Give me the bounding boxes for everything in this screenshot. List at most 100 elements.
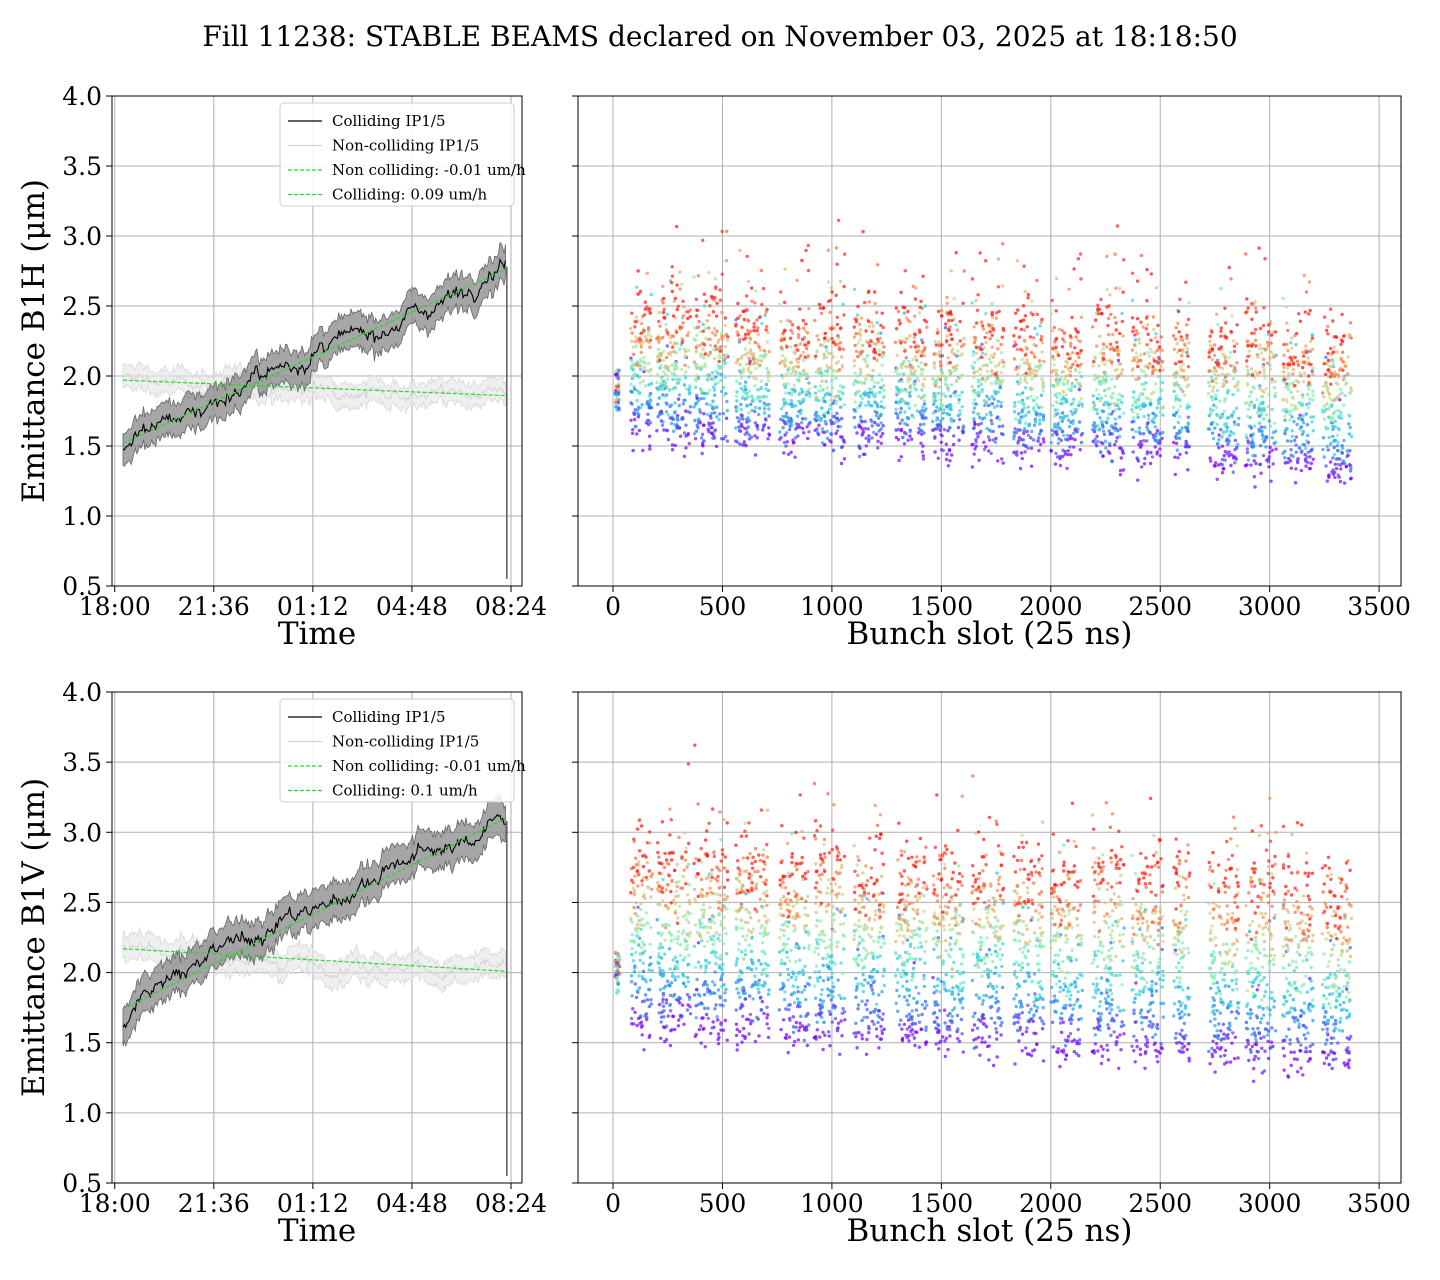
data-point	[1058, 463, 1063, 468]
data-point	[633, 912, 637, 916]
data-point	[616, 406, 621, 410]
data-point	[1292, 419, 1296, 424]
data-point	[798, 425, 802, 429]
data-point	[980, 351, 985, 355]
data-point	[700, 888, 704, 892]
data-point	[1268, 356, 1272, 360]
data-point	[835, 429, 840, 433]
data-point	[1024, 444, 1028, 448]
data-point	[894, 306, 898, 310]
data-point	[695, 366, 700, 370]
data-point	[1039, 320, 1043, 324]
data-point	[997, 424, 1001, 429]
data-point	[632, 889, 637, 893]
data-point	[1185, 323, 1189, 327]
data-point	[1252, 387, 1256, 391]
data-point	[877, 415, 881, 419]
data-point	[734, 322, 738, 326]
data-point	[670, 289, 674, 294]
data-point	[736, 406, 740, 410]
data-point	[743, 332, 748, 337]
data-point	[1217, 438, 1221, 442]
data-point	[944, 457, 949, 462]
data-point	[866, 341, 871, 345]
data-point	[748, 1012, 753, 1017]
data-point	[867, 434, 871, 438]
data-point	[676, 963, 680, 967]
data-point	[1245, 373, 1250, 378]
data-point	[1347, 422, 1351, 426]
data-point	[723, 345, 728, 349]
data-point	[1229, 277, 1233, 281]
data-point	[657, 951, 661, 956]
data-point	[839, 390, 843, 394]
data-point	[630, 932, 634, 937]
data-point	[676, 894, 680, 898]
data-point	[813, 391, 818, 395]
data-point	[899, 406, 903, 411]
data-point	[1108, 441, 1112, 445]
data-point	[789, 345, 793, 349]
data-point	[1208, 456, 1212, 460]
data-point	[1321, 384, 1326, 388]
data-point	[1269, 350, 1273, 354]
data-point	[616, 969, 620, 974]
data-point	[648, 447, 652, 451]
data-point	[976, 357, 981, 361]
data-point	[712, 854, 716, 859]
data-point	[761, 354, 766, 358]
data-point	[699, 846, 703, 851]
data-point	[1300, 365, 1305, 370]
data-point	[1120, 448, 1125, 453]
data-point	[704, 963, 708, 967]
data-point	[1049, 448, 1053, 453]
data-point	[1031, 336, 1036, 340]
data-point	[699, 921, 704, 926]
data-point	[671, 334, 675, 338]
data-point	[856, 304, 860, 309]
data-point	[676, 1024, 681, 1028]
data-point	[743, 432, 747, 436]
data-point	[908, 377, 912, 381]
data-point	[994, 316, 998, 320]
data-point	[822, 373, 826, 377]
data-point	[852, 415, 856, 420]
data-point	[868, 392, 872, 397]
data-point	[1219, 345, 1223, 349]
data-point	[1153, 351, 1158, 355]
data-point	[755, 329, 759, 333]
data-point	[878, 390, 882, 395]
data-point	[694, 349, 698, 354]
data-point	[1078, 339, 1082, 344]
data-point	[636, 408, 640, 412]
data-point	[894, 400, 898, 404]
data-point	[734, 360, 739, 365]
x-tick-label: 04:48	[376, 1189, 448, 1218]
data-point	[1247, 394, 1252, 398]
data-point	[718, 957, 722, 961]
data-point	[829, 398, 833, 402]
data-point	[655, 960, 660, 964]
data-point	[840, 435, 844, 439]
data-point	[740, 424, 744, 429]
data-point	[725, 338, 730, 342]
data-point	[1112, 385, 1117, 389]
data-point	[838, 397, 842, 401]
data-point	[815, 334, 819, 338]
x-tick-label: 21:36	[178, 592, 250, 621]
data-point	[634, 344, 638, 348]
data-point	[1154, 431, 1159, 435]
data-point	[680, 1014, 684, 1019]
data-point	[1307, 401, 1311, 406]
plot-area-v-bunch	[613, 743, 1354, 1084]
data-point	[790, 323, 795, 327]
data-point	[897, 379, 901, 383]
data-point	[1251, 444, 1256, 448]
data-point	[825, 364, 829, 368]
data-point	[903, 269, 907, 273]
data-point	[799, 421, 804, 425]
axes-frame-h-bunch	[577, 95, 1402, 587]
data-point	[860, 433, 864, 437]
data-point	[1035, 278, 1039, 283]
